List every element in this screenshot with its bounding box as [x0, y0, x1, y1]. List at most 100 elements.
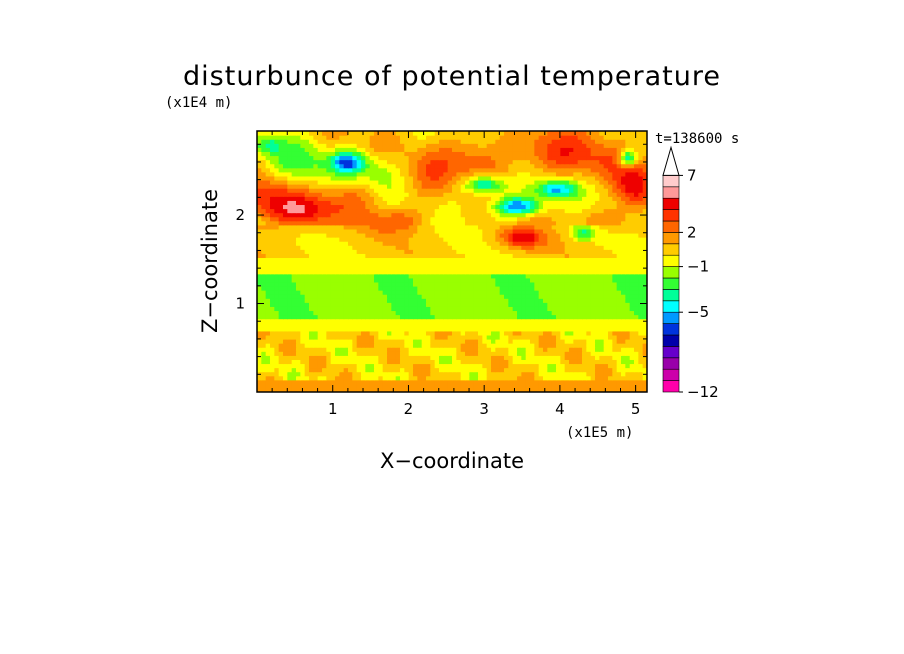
contour-cell [473, 355, 479, 360]
contour-cell [504, 310, 509, 316]
contour-cell [343, 302, 349, 307]
contour-cell [339, 245, 345, 250]
contour-cell [573, 359, 579, 365]
contour-cell [439, 245, 444, 250]
contour-cell [573, 196, 579, 201]
contour-cell [504, 245, 509, 250]
contour-cell [499, 245, 505, 250]
contour-cell [491, 343, 496, 348]
contour-cell [629, 334, 635, 340]
contour-cell [582, 379, 587, 385]
contour-cell [473, 338, 479, 344]
contour-cell [343, 188, 349, 193]
contour-cell [352, 359, 358, 365]
contour-cell [300, 208, 306, 214]
contour-cell [417, 326, 423, 332]
contour-cell [352, 363, 358, 369]
contour-cell [374, 277, 379, 283]
contour-cell [330, 371, 336, 377]
contour-cell [257, 363, 262, 369]
contour-cell [296, 237, 301, 242]
contour-cell [348, 184, 353, 189]
contour-cell [486, 249, 492, 254]
contour-cell [374, 216, 379, 222]
contour-cell [530, 383, 535, 389]
contour-cell [296, 192, 301, 197]
contour-cell [482, 387, 488, 392]
contour-cell [456, 200, 462, 206]
contour-cell [283, 175, 288, 181]
contour-cell [352, 387, 358, 392]
contour-cell [530, 184, 535, 189]
contour-cell [508, 314, 514, 320]
contour-cell [556, 351, 561, 356]
contour-cell [330, 265, 336, 271]
contour-cell [309, 310, 314, 316]
contour-cell [530, 298, 535, 303]
contour-cell [504, 253, 509, 259]
contour-cell [642, 347, 647, 352]
contour-cell [283, 351, 288, 356]
contour-cell [270, 175, 275, 181]
contour-cell [642, 387, 647, 392]
contour-cell [278, 232, 284, 238]
contour-cell [257, 167, 262, 173]
contour-cell [452, 359, 457, 365]
contour-cell [534, 179, 540, 185]
contour-cell [538, 216, 544, 222]
contour-cell [287, 167, 293, 173]
contour-cell [452, 334, 457, 340]
contour-cell [534, 290, 540, 295]
contour-cell [642, 294, 647, 299]
contour-cell [443, 310, 449, 316]
contour-cell [551, 228, 557, 234]
contour-cell [473, 273, 479, 279]
contour-cell [387, 383, 392, 389]
contour-cell [309, 232, 314, 238]
contour-cell [404, 184, 410, 189]
contour-cell [322, 302, 327, 307]
contour-cell [569, 277, 574, 283]
contour-cell [486, 167, 492, 173]
contour-cell [534, 261, 540, 267]
contour-cell [447, 192, 453, 197]
contour-cell [603, 224, 609, 230]
contour-cell [443, 375, 449, 381]
contour-cell [478, 179, 483, 185]
contour-cell [521, 188, 527, 193]
contour-cell [326, 351, 332, 356]
contour-cell [499, 228, 505, 234]
contour-cell [612, 355, 618, 360]
contour-cell [599, 249, 605, 254]
contour-cell [634, 188, 639, 193]
contour-cell [486, 208, 492, 214]
contour-cell [460, 184, 466, 189]
contour-cell [339, 298, 345, 303]
contour-cell [469, 232, 475, 238]
contour-cell [642, 228, 647, 234]
contour-cell [317, 184, 323, 189]
contour-cell [291, 249, 297, 254]
contour-cell [287, 314, 293, 320]
contour-cell [265, 265, 271, 271]
contour-cell [283, 318, 288, 324]
contour-cell [569, 367, 574, 373]
contour-cell [408, 347, 414, 352]
contour-cell [313, 184, 319, 189]
contour-cell [612, 306, 618, 312]
contour-cell [569, 334, 574, 340]
contour-cell [343, 277, 349, 283]
contour-cell [391, 167, 397, 173]
contour-cell [443, 261, 449, 267]
contour-cell [430, 188, 436, 193]
contour-cell [391, 257, 397, 263]
contour-cell [521, 269, 527, 275]
contour-cell [473, 208, 479, 214]
contour-cell [296, 379, 301, 385]
contour-cell [560, 351, 566, 356]
contour-cell [447, 204, 453, 210]
contour-cell [365, 208, 371, 214]
contour-cell [595, 241, 600, 246]
contour-cell [482, 314, 488, 320]
contour-cell [352, 228, 358, 234]
